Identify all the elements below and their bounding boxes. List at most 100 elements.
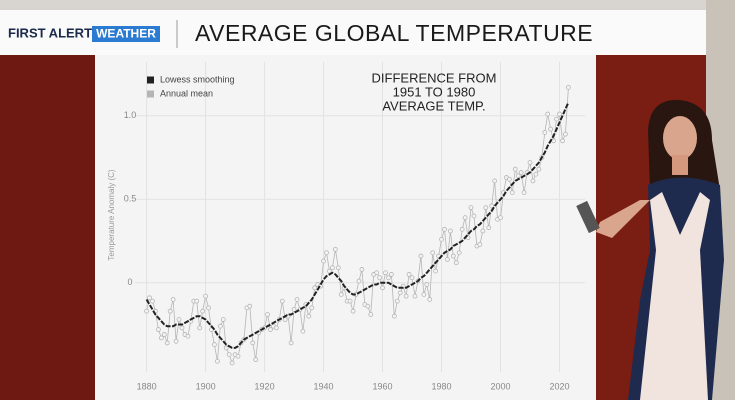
annual-mean-point (433, 268, 439, 274)
annual-mean-point (445, 256, 450, 262)
y-tick-label: 1.0 (124, 110, 137, 120)
annual-mean-point (427, 297, 433, 302)
annual-mean-point (294, 297, 300, 302)
annual-mean-point (486, 225, 492, 231)
annual-mean-point (327, 268, 332, 274)
annual-mean-point (309, 305, 315, 311)
annual-mean-point (439, 236, 444, 242)
annual-mean-point (158, 335, 164, 341)
annual-mean-point (533, 171, 539, 177)
x-tick-label: 1900 (196, 381, 216, 391)
x-tick-label: 1920 (255, 381, 275, 391)
annual-mean-point (338, 292, 344, 297)
annual-mean-point (518, 170, 524, 175)
annual-mean-point (456, 250, 462, 256)
annual-mean-point (418, 253, 424, 259)
legend-swatch (147, 90, 154, 98)
annual-mean-point (185, 333, 191, 339)
left-wall-panel (0, 55, 95, 400)
annual-mean-point (144, 308, 149, 314)
annual-mean-point (214, 358, 220, 364)
annual-mean-point (226, 352, 232, 358)
logo-badge (92, 26, 160, 42)
annual-mean-point (282, 317, 288, 322)
annual-mean-point (359, 267, 365, 272)
annual-mean-point (330, 265, 335, 271)
annual-mean-point (554, 116, 559, 122)
annual-mean-point (563, 131, 568, 137)
x-tick-label: 1880 (137, 381, 157, 391)
annual-mean-point (306, 313, 312, 319)
annual-mean-point (291, 307, 297, 312)
annual-mean-point (173, 338, 179, 344)
annual-mean-point (194, 298, 200, 304)
annual-mean-point (253, 357, 259, 363)
annual-mean-point (394, 298, 400, 304)
annual-mean-point (421, 292, 427, 297)
top-wall (0, 0, 706, 10)
annual-mean-point (557, 111, 562, 117)
annual-mean-point (480, 228, 486, 234)
annual-mean-point (147, 295, 152, 301)
annual-mean-point (406, 272, 412, 277)
annual-mean-point (374, 270, 380, 276)
y-axis-label: Temperature Anomaly (C) (107, 169, 116, 260)
annotation: AVERAGE TEMP. (382, 98, 485, 113)
annual-mean-point (200, 308, 206, 314)
y-tick-label: 0 (127, 277, 132, 287)
x-tick-label: 2020 (549, 381, 569, 391)
annual-mean-point (268, 327, 273, 332)
annual-mean-point (412, 293, 418, 299)
annual-mean-point (247, 303, 253, 309)
annual-mean-point (217, 323, 223, 329)
annual-mean-point (368, 312, 374, 317)
annual-mean-point (312, 285, 318, 291)
annual-mean-point (335, 265, 341, 271)
annual-mean-point (386, 275, 391, 281)
logo-first-alert: FIRST ALERT (8, 25, 92, 40)
annual-mean-point (324, 250, 329, 256)
annotation: 1951 TO 1980 (393, 84, 476, 99)
annual-mean-point (332, 246, 338, 252)
annual-mean-point (212, 342, 217, 347)
annual-mean-point (380, 285, 385, 291)
annual-mean-point (403, 293, 409, 299)
annual-mean-point (489, 203, 495, 209)
annual-mean-point (161, 332, 167, 337)
annual-mean-point (197, 325, 203, 331)
annual-mean-point (321, 258, 326, 264)
annual-mean-point (459, 226, 465, 232)
x-tick-label: 2000 (491, 381, 511, 391)
annual-mean-point (527, 160, 533, 165)
annual-mean-point (388, 272, 394, 277)
annual-mean-point (167, 308, 173, 314)
annual-mean-point (483, 205, 489, 211)
presenter (576, 99, 724, 400)
annual-mean-point (347, 298, 353, 304)
annual-mean-point (530, 178, 536, 184)
annual-mean-point (409, 275, 415, 281)
annual-mean-point (391, 313, 397, 319)
annual-mean-point (300, 328, 306, 334)
x-tick-label: 1940 (314, 381, 334, 391)
annual-mean-point (509, 190, 515, 195)
annual-mean-point (279, 298, 285, 304)
annual-mean-point (560, 138, 565, 144)
annual-mean-point (477, 241, 483, 247)
annual-mean-point (383, 270, 388, 276)
annual-mean-point (506, 176, 512, 182)
annual-mean-point (442, 226, 447, 232)
annual-mean-point (273, 325, 279, 331)
annual-mean-point (551, 138, 557, 144)
annual-mean-point (150, 298, 155, 304)
annual-mean-point (512, 166, 518, 172)
annual-mean-point (155, 327, 161, 332)
annual-mean-point (565, 84, 571, 90)
annual-mean-point (397, 290, 403, 296)
legend-label: Annual mean (160, 88, 213, 98)
annual-mean-point (203, 293, 208, 299)
x-tick-label: 1960 (373, 381, 393, 391)
annotation: DIFFERENCE FROM (372, 70, 497, 85)
annual-mean-point (350, 308, 356, 314)
